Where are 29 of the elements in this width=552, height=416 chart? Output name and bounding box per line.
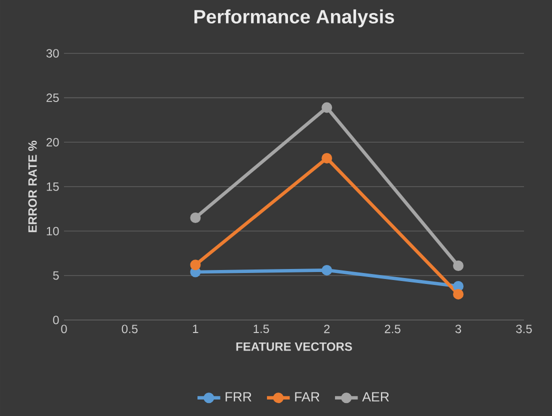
legend-label: AER: [362, 392, 389, 402]
y-tick-label: 10: [46, 226, 59, 236]
point: [453, 280, 464, 292]
point: [453, 288, 464, 300]
chart-title: Performance Analysis: [194, 9, 394, 28]
x-tick-label: 3: [455, 324, 462, 334]
x-tick-label: 0: [61, 324, 67, 334]
x-tick-label: 1: [193, 324, 198, 333]
point: [322, 152, 332, 164]
point: [322, 264, 332, 276]
y-tick-label: 15: [46, 182, 59, 191]
point: [322, 102, 332, 113]
x-tick-label: 3.5: [516, 324, 532, 334]
y-axis-title: ERROR RATE %: [28, 140, 37, 232]
y-tick-label: 25: [46, 94, 59, 102]
legend-label: FRR: [226, 392, 252, 402]
y-tick-label: 30: [46, 49, 59, 58]
point: [190, 212, 201, 224]
legend-label: FAR: [295, 392, 320, 402]
y-tick-label: 5: [53, 271, 59, 280]
point: [453, 260, 464, 272]
x-tick-label: 0.5: [122, 324, 138, 334]
x-axis-title: FEATURE VECTORS: [236, 342, 352, 351]
x-tick-label: 2: [324, 324, 330, 334]
x-tick-label: 1.5: [254, 324, 269, 334]
point: [190, 260, 201, 270]
x-tick-label: 2.5: [384, 324, 400, 334]
y-tick-label: 0: [53, 316, 59, 324]
y-tick-label: 20: [46, 138, 59, 146]
